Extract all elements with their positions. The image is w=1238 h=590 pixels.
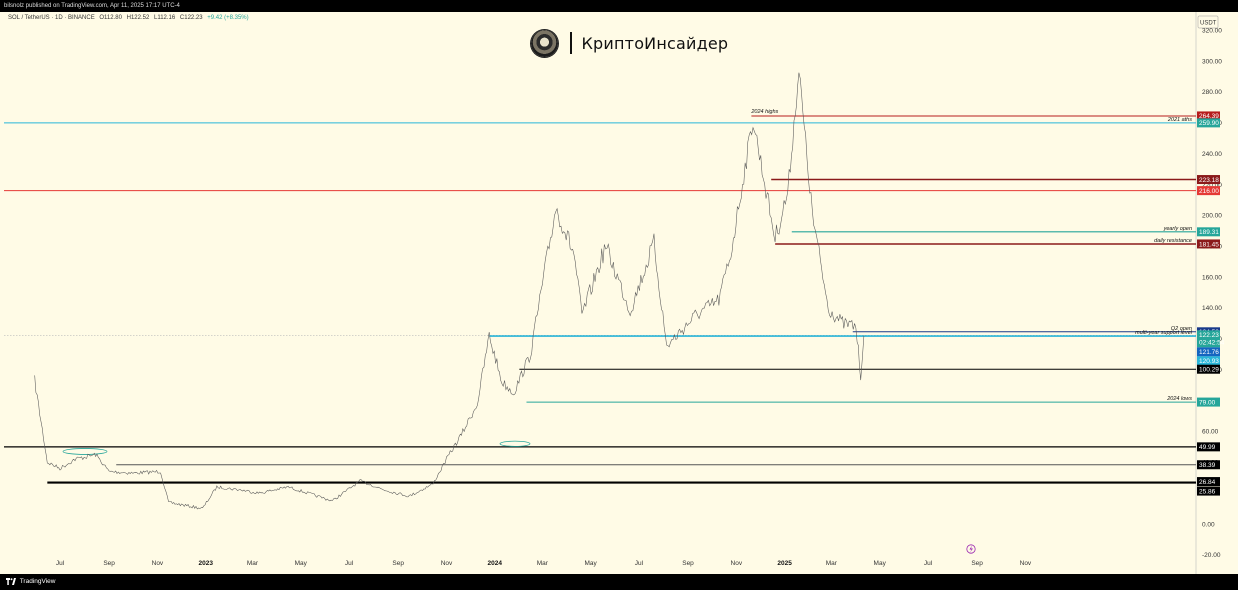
highlight-ellipse-2022[interactable]: [62, 448, 108, 455]
x-tick-7: Sep: [392, 560, 404, 567]
x-tick-12: Jul: [635, 560, 644, 567]
x-tick-4: Mar: [247, 560, 259, 567]
x-tick-17: May: [874, 560, 887, 567]
tradingview-logo-icon[interactable]: [6, 577, 16, 585]
symbol-name[interactable]: SOL / TetherUS · 1D · BINANCE: [8, 15, 95, 21]
note-2021-aths: 2021 aths: [1167, 117, 1192, 123]
price-label-264-bg[interactable]: [1197, 111, 1220, 121]
x-tick-9: 2024: [488, 560, 503, 567]
x-tick-5: May: [295, 560, 308, 567]
x-tick-18: Jul: [924, 560, 933, 567]
y-tick-9: 140.00: [1202, 305, 1222, 312]
price-label-264: 264.39: [1199, 113, 1219, 120]
brand-avatar-icon: [531, 29, 558, 57]
footer-bar: TradingView: [0, 574, 1238, 590]
x-tick-19: Sep: [971, 560, 983, 567]
x-tick-13: Sep: [682, 560, 694, 567]
ohlc-low: L112.16: [153, 15, 176, 21]
y-tick-5: 220.00: [1202, 182, 1222, 189]
price-label-25-bg[interactable]: [1197, 486, 1220, 496]
y-tick-16: 0.00: [1202, 521, 1215, 528]
brand-divider: [570, 32, 572, 54]
note-daily-resistance: daily resistance: [1154, 238, 1192, 244]
price-label-259-bg[interactable]: [1197, 118, 1220, 128]
footer-logo-text[interactable]: TradingView: [19, 578, 56, 585]
y-tick-8: 160.00: [1202, 274, 1222, 281]
ohlc-open: O112.80: [99, 15, 122, 21]
price-label-216-bg[interactable]: [1197, 186, 1220, 196]
x-tick-2: Nov: [152, 560, 164, 567]
price-label-216: 216.00: [1199, 188, 1219, 195]
price-label-120-bg[interactable]: [1197, 356, 1220, 366]
y-tick-2: 280.00: [1202, 89, 1222, 96]
price-label-49-bg[interactable]: [1197, 442, 1220, 452]
y-tick-13: 60.00: [1202, 429, 1219, 436]
x-tick-16: Mar: [826, 560, 838, 567]
price-series[interactable]: [34, 72, 865, 510]
note-multi-year-support: multi-year support level: [1135, 330, 1193, 336]
price-label-181-bg[interactable]: [1197, 239, 1220, 249]
x-tick-15: 2025: [777, 560, 792, 567]
price-label-100: 100.29: [1199, 367, 1219, 374]
price-label-189-bg[interactable]: [1197, 227, 1220, 237]
countdown-label: 02:42:54: [1199, 339, 1225, 346]
x-tick-11: May: [584, 560, 597, 567]
currency-button[interactable]: [1197, 15, 1219, 29]
price-label-223-bg[interactable]: [1197, 175, 1220, 185]
note-q2-open: Q2 open: [1171, 326, 1192, 332]
brand-name: КриптоИнсайдер: [581, 33, 729, 53]
y-tick-1: 300.00: [1202, 58, 1222, 65]
x-tick-1: Sep: [103, 560, 115, 567]
y-tick-4: 240.00: [1202, 151, 1222, 158]
currency-label: USDT: [1200, 21, 1217, 27]
ohlc-close: C122.23: [179, 15, 203, 21]
price-label-26-bg[interactable]: [1197, 477, 1220, 487]
price-label-259: 259.90: [1199, 120, 1219, 127]
price-label-223: 223.18: [1199, 177, 1219, 184]
price-label-26: 26.84: [1199, 479, 1216, 486]
current-price-label: 122.23: [1199, 332, 1219, 339]
x-tick-14: Nov: [731, 560, 743, 567]
brand-watermark: КриптоИнсайдер: [531, 29, 728, 57]
y-tick-6: 200.00: [1202, 213, 1222, 220]
ohlc-high: H122.52: [126, 15, 150, 21]
x-tick-3: 2023: [198, 560, 213, 567]
price-label-25: 25.86: [1199, 488, 1216, 495]
price-label-38-bg[interactable]: [1197, 460, 1220, 470]
price-label-100-bg[interactable]: [1197, 364, 1220, 374]
note-2024-lows: 2024 lows: [1166, 396, 1192, 402]
x-tick-0: Jul: [56, 560, 65, 567]
note-yearly-open: yearly open: [1163, 226, 1192, 232]
publish-bar: bilsnolz published on TradingView.com, A…: [0, 0, 1238, 12]
event-lightning-icon[interactable]: [966, 544, 976, 554]
price-label-121-bg[interactable]: [1197, 347, 1220, 357]
x-tick-10: Mar: [537, 560, 549, 567]
publish-info: bilsnolz published on TradingView.com, A…: [4, 3, 180, 9]
note-2024-highs: 2024 highs: [750, 109, 778, 115]
price-label-79-bg[interactable]: [1197, 397, 1220, 407]
price-label-79: 79.00: [1199, 399, 1216, 406]
symbol-legend: SOL / TetherUS · 1D · BINANCE O112.80 H1…: [8, 15, 252, 21]
price-label-181: 181.45: [1199, 241, 1219, 248]
current-price-bg[interactable]: [1197, 330, 1220, 348]
price-label-120: 120.93: [1199, 358, 1219, 365]
y-tick-17: -20.00: [1202, 552, 1221, 559]
lightning-glyph-icon: [969, 545, 973, 553]
x-tick-20: Nov: [1020, 560, 1032, 567]
ohlc-change: +9.42 (+8.35%): [207, 15, 249, 21]
y-tick-0: 320.00: [1202, 27, 1222, 34]
price-label-189: 189.31: [1199, 229, 1219, 236]
x-tick-8: Nov: [441, 560, 453, 567]
x-tick-6: Jul: [345, 560, 354, 567]
price-label-121: 121.76: [1199, 349, 1219, 356]
highlight-ellipse-2023[interactable]: [499, 440, 531, 447]
price-label-49: 49.99: [1199, 444, 1216, 451]
price-label-38: 38.39: [1199, 462, 1216, 469]
